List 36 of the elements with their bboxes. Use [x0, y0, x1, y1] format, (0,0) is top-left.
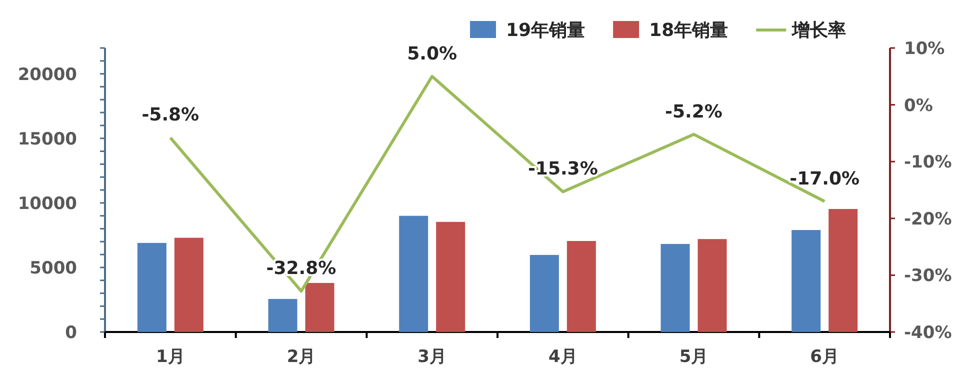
y2-tick-label: 0% [904, 96, 933, 116]
legend-label: 18年销量 [649, 20, 728, 41]
bar [305, 282, 334, 332]
data-label: -5.2% [665, 101, 722, 122]
data-label: -5.8% [142, 104, 200, 126]
x-tick-label: 6月 [810, 347, 840, 367]
y-tick-label: 0 [65, 323, 78, 343]
y-tick-label: 15000 [18, 129, 78, 150]
y-tick-label: 5000 [30, 258, 78, 278]
bar [268, 298, 298, 332]
data-label: 5.0% [407, 43, 458, 64]
y2-tick-label: -10% [904, 152, 952, 173]
bar [530, 254, 559, 332]
legend-label: 19年销量 [506, 20, 586, 41]
bar [174, 238, 204, 332]
bar [698, 239, 727, 332]
x-tick-label: 4月 [548, 347, 578, 367]
y-tick-label: 10000 [18, 194, 78, 214]
bar [137, 242, 166, 332]
y2-tick-label: -40% [904, 323, 952, 343]
y-tick-label: 20000 [18, 64, 78, 85]
bar [792, 230, 821, 332]
y2-tick-label: -30% [904, 266, 952, 286]
x-tick-label: 1月 [156, 347, 185, 367]
legend-label: 增长率 [791, 20, 846, 41]
x-tick-label: 3月 [418, 347, 447, 367]
bar [660, 244, 690, 332]
bar [436, 222, 466, 332]
x-tick-label: 2月 [286, 347, 316, 367]
y2-tick-label: 10% [904, 39, 945, 59]
bar [566, 240, 596, 332]
bar [399, 216, 428, 332]
y2-tick-label: -20% [904, 209, 952, 230]
data-label: -17.0% [790, 168, 860, 190]
bar [828, 208, 858, 332]
x-tick-label: 5月 [679, 347, 708, 367]
